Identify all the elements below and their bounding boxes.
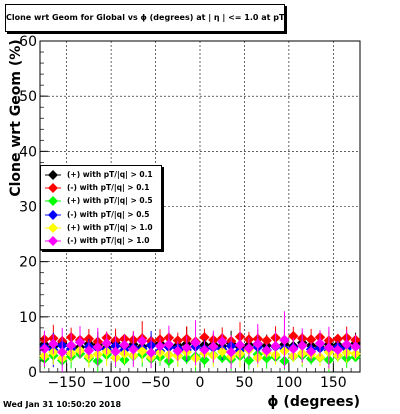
- legend-entry: (-) with pT/|q| > 0.1: [45, 181, 149, 194]
- data-point: [181, 342, 192, 353]
- x-tick-label: 150: [320, 375, 347, 391]
- legend-marker: [45, 236, 61, 246]
- y-tick-label: 20: [19, 255, 37, 271]
- x-tick-label: −50: [141, 375, 171, 391]
- y-tick-label: 10: [19, 310, 37, 326]
- y-tick-label: 30: [19, 200, 37, 216]
- data-point: [332, 344, 343, 356]
- legend-label: (-) with pT/|q| > 0.1: [67, 183, 150, 193]
- y-tick-label: 50: [19, 89, 37, 105]
- data-markers: [39, 311, 361, 372]
- legend-entry: (+) with pT/|q| > 0.5: [45, 194, 153, 207]
- data-point: [252, 338, 263, 350]
- data-point: [199, 354, 210, 366]
- x-tick-label: −100: [92, 375, 130, 391]
- data-point: [314, 338, 326, 349]
- data-point: [48, 338, 59, 350]
- data-point: [208, 341, 219, 352]
- data-point: [225, 346, 237, 358]
- legend: (+) with pT/|q| > 0.1 (-) with pT/|q| > 0…: [40, 165, 162, 250]
- data-point: [261, 353, 272, 364]
- x-tick-label: 50: [236, 375, 254, 391]
- data-point: [101, 338, 112, 349]
- data-point: [350, 341, 361, 352]
- legend-marker: [45, 209, 61, 220]
- legend-label: (+) with pT/|q| > 1.0: [67, 222, 153, 232]
- data-point: [190, 337, 201, 348]
- data-point: [314, 351, 326, 363]
- axes: 0 10 20 30 40 50 60 −150 −100 −50 0 50 100 150: [19, 34, 361, 391]
- x-tick-label: 0: [196, 375, 205, 391]
- data-point: [110, 346, 121, 357]
- y-axis-label: Clone wrt Geom (%): [8, 39, 24, 196]
- chart-title: Clone wrt Geom for Global vs ϕ (degrees)…: [5, 4, 285, 32]
- timestamp: Wed Jan 31 10:50:20 2018: [3, 400, 122, 409]
- x-tick-label: −150: [47, 375, 85, 391]
- legend-entry: (-) with pT/|q| > 0.5: [45, 208, 149, 221]
- data-point: [341, 339, 352, 350]
- x-axis-label: ϕ (degrees): [267, 394, 360, 410]
- data-point: [217, 336, 228, 347]
- data-point: [279, 334, 290, 346]
- data-point: [65, 340, 77, 351]
- data-point: [39, 343, 50, 355]
- data-point: [137, 335, 148, 347]
- data-point: [305, 346, 317, 357]
- data-point: [128, 344, 139, 355]
- legend-entry: (+) with pT/|q| > 1.0: [45, 221, 153, 234]
- y-tick-label: 0: [28, 365, 37, 381]
- data-point: [243, 355, 255, 366]
- data-point: [145, 347, 157, 358]
- data-point: [154, 340, 166, 352]
- data-point: [243, 343, 255, 354]
- data-point: [288, 343, 299, 355]
- data-point: [163, 339, 175, 350]
- data-point: [270, 340, 281, 352]
- data-point: [83, 345, 95, 356]
- legend-marker: [45, 183, 61, 194]
- legend-entry: (-) with pT/|q| > 1.0: [45, 234, 149, 247]
- legend-entry: (+) with pT/|q| > 0.1: [45, 168, 153, 181]
- legend-label: (-) with pT/|q| > 0.5: [67, 209, 150, 219]
- data-point: [261, 345, 272, 356]
- data-point: [297, 340, 308, 351]
- data-point: [323, 342, 335, 353]
- data-point: [172, 345, 183, 357]
- data-point: [199, 344, 210, 356]
- data-point: [57, 346, 68, 358]
- legend-marker: [45, 196, 61, 207]
- data-point: [234, 339, 246, 351]
- data-point: [92, 341, 103, 353]
- y-tick-label: 60: [19, 34, 37, 50]
- legend-marker: [45, 170, 61, 180]
- legend-label: (-) with pT/|q| > 1.0: [67, 236, 150, 245]
- legend-label: (+) with pT/|q| > 0.5: [67, 196, 153, 206]
- legend-label: (+) with pT/|q| > 0.1: [67, 170, 153, 179]
- x-tick-label: 100: [276, 375, 303, 391]
- data-point: [137, 345, 148, 357]
- data-point: [217, 346, 228, 357]
- data-point: [119, 339, 130, 351]
- data-point: [74, 337, 86, 348]
- legend-marker: [45, 222, 61, 233]
- y-tick-label: 40: [19, 144, 37, 160]
